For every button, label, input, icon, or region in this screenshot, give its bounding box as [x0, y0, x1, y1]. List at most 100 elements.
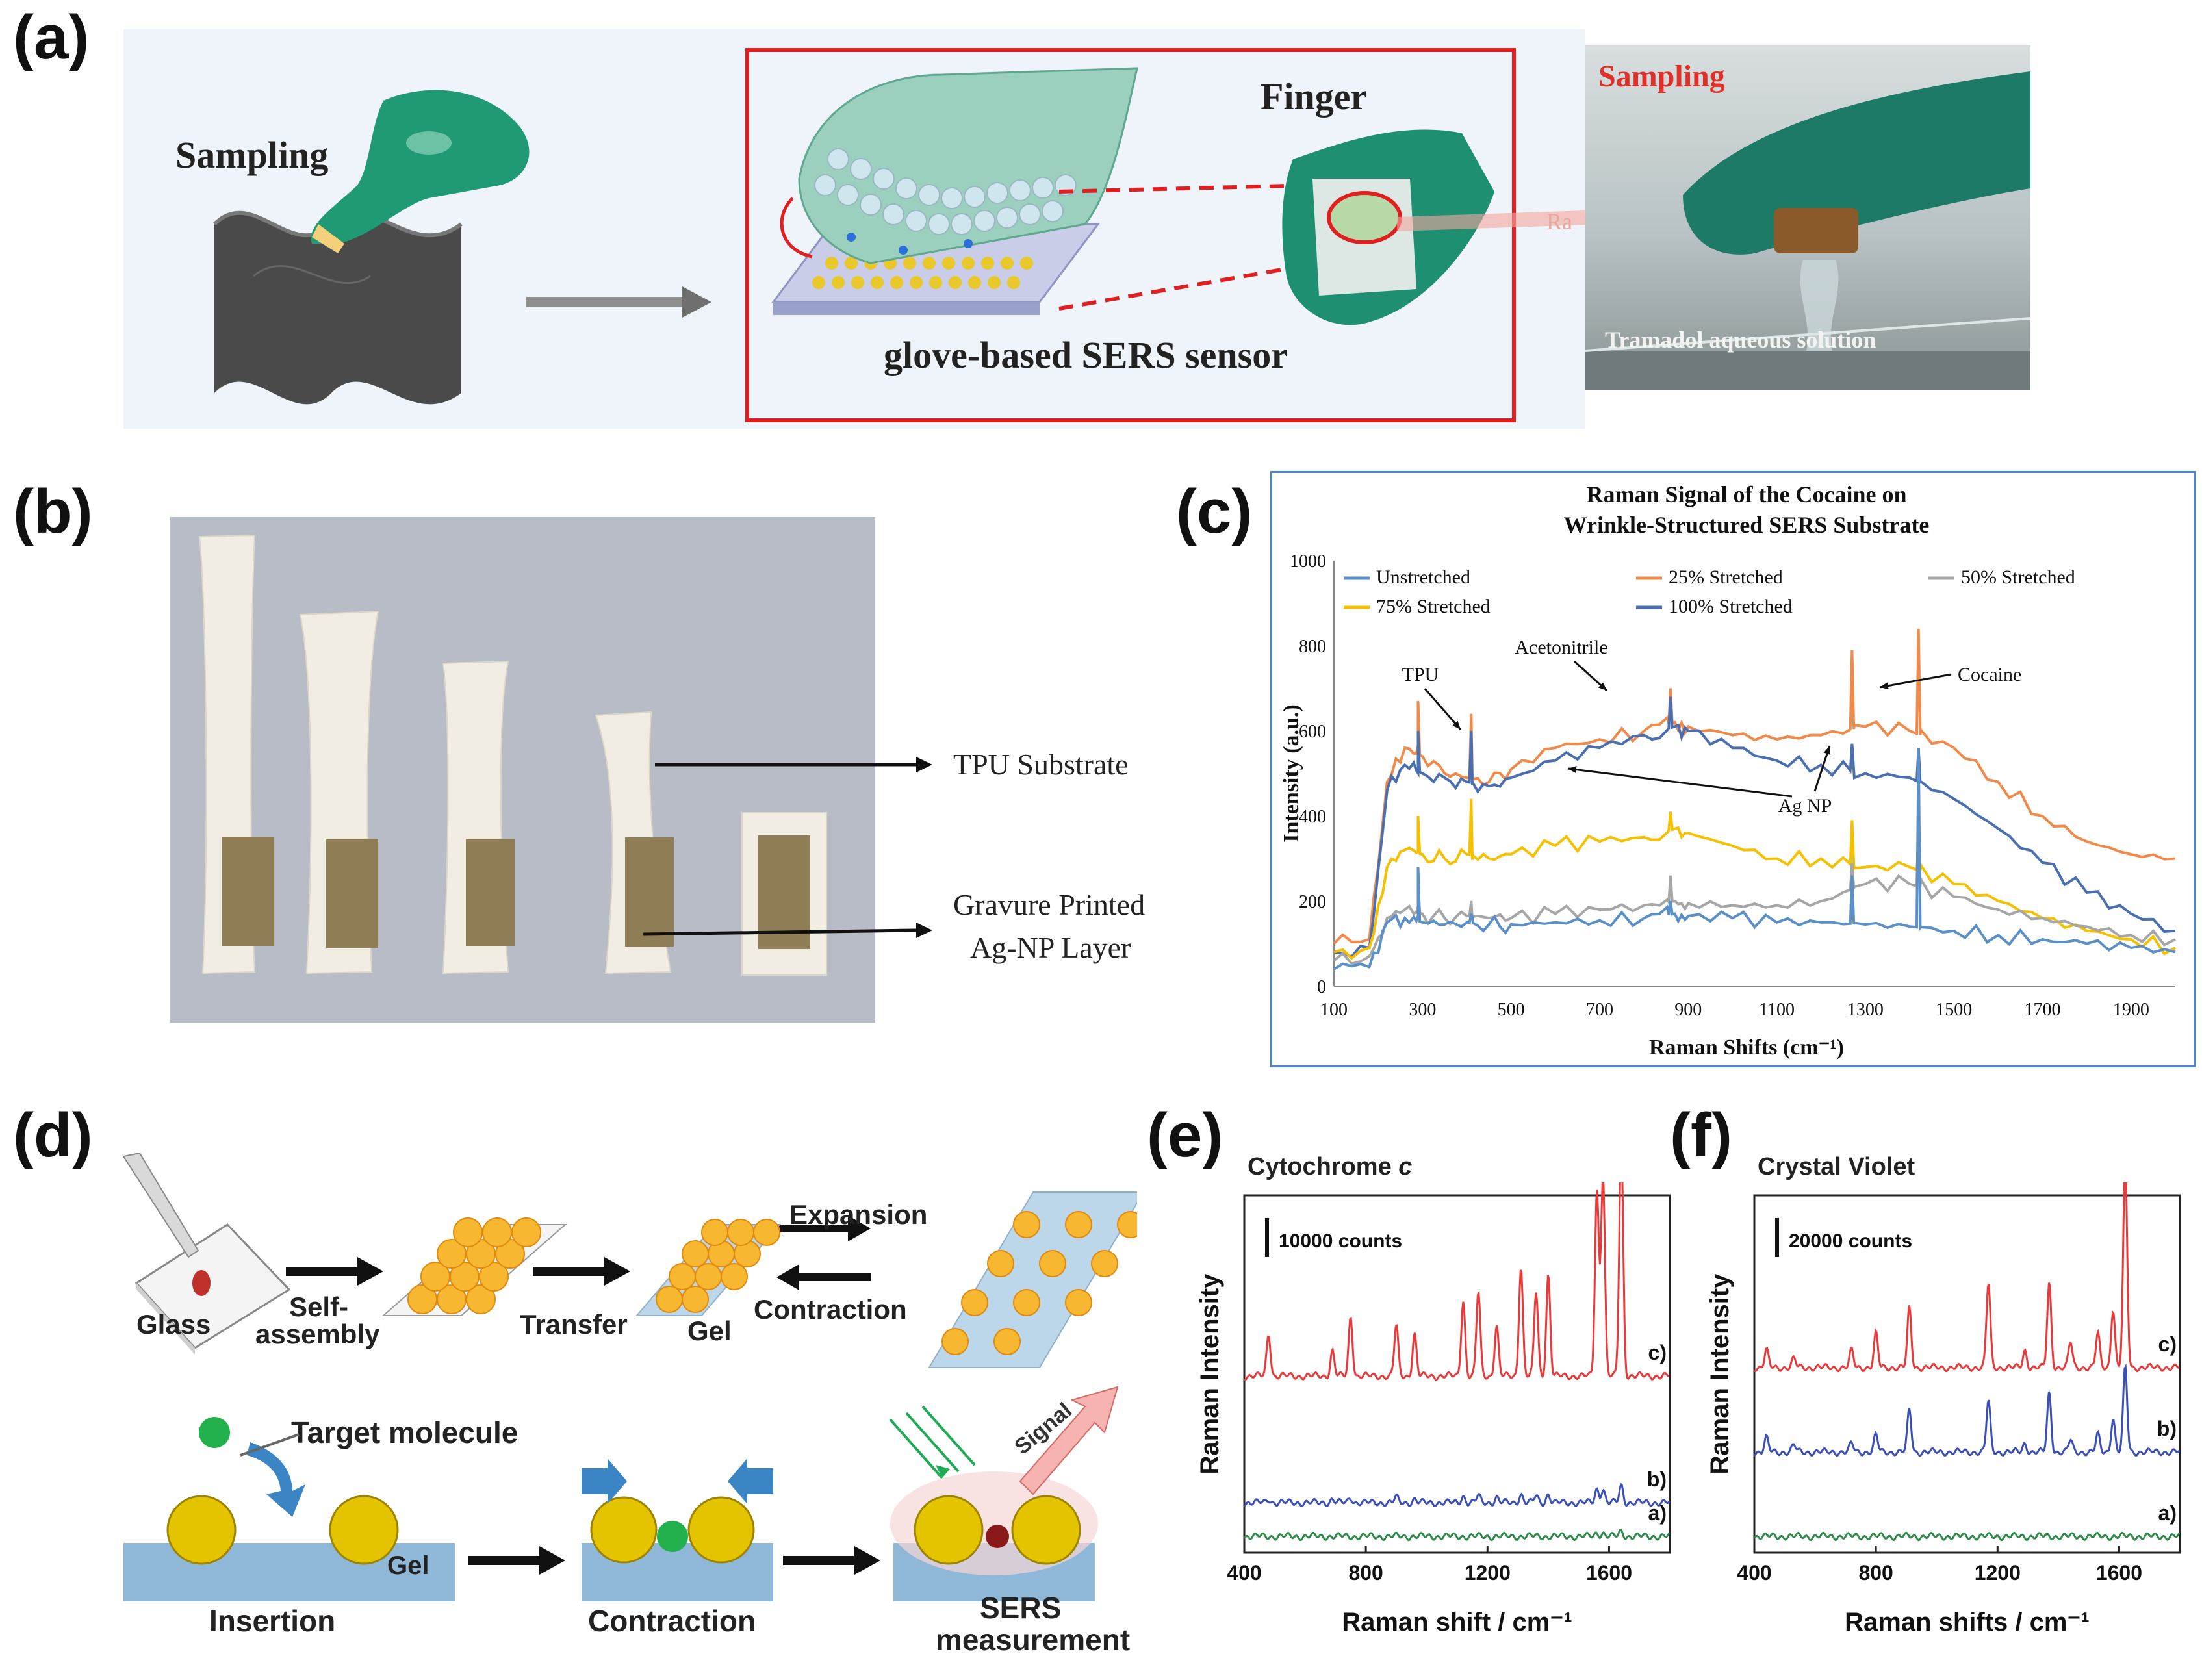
glove-hand — [311, 90, 530, 253]
chart-f-x-tick: 400 — [1737, 1561, 1771, 1585]
glass-slide — [122, 1153, 291, 1355]
particles-on-gel — [635, 1219, 782, 1316]
chart-c-x-tick: 100 — [1320, 1000, 1348, 1020]
chart-c-x-tick: 1500 — [1936, 1000, 1972, 1020]
chart-e-trace-b — [1243, 1483, 1671, 1508]
chart-c-x-tick: 1100 — [1759, 1000, 1795, 1020]
agnp-label-line2: Ag-NP Layer — [970, 931, 1131, 964]
chart-e-x-tick: 1600 — [1586, 1561, 1632, 1585]
chart-c-title: Raman Signal of the Cocaine on — [1586, 481, 1906, 507]
chart-c-subtitle: Wrinkle-Structured SERS Substrate — [1564, 512, 1930, 538]
panel-a-illustration — [212, 48, 1585, 422]
sampling-photo-art — [1585, 71, 2030, 390]
process-arrow — [526, 286, 711, 318]
chart-f-x-label: Raman shifts / cm⁻¹ — [1845, 1608, 2090, 1636]
chart-c-x-tick: 1300 — [1847, 1000, 1884, 1020]
chart-f-title: Crystal Violet — [1758, 1153, 1915, 1180]
panel-label-e: (e) — [1147, 1101, 1223, 1170]
chart-c-y-tick: 800 — [1299, 637, 1326, 657]
chart-c-arrow-tpu-head — [1452, 720, 1461, 730]
gel-small-label: Gel — [387, 1551, 429, 1580]
target-molecule-label: Target molecule — [291, 1416, 518, 1449]
chart-c-arrow-acetonitrile-head — [1598, 682, 1607, 691]
sampling-photo: Sampling Tramadol aqueous solution — [1585, 45, 2030, 390]
panel-label-c: (c) — [1176, 477, 1253, 546]
chart-f-x-tick: 800 — [1858, 1561, 1893, 1585]
chart-c-x-tick: 900 — [1674, 1000, 1702, 1020]
panel-label-b: (b) — [13, 477, 93, 546]
chart-c-legend-label: 50% Stretched — [1961, 566, 2075, 588]
gel-label: Gel — [687, 1316, 732, 1346]
self-assembly-label-2: assembly — [255, 1319, 380, 1349]
finger-label: Finger — [1261, 75, 1368, 118]
chart-c-legend-label: 25% Stretched — [1669, 566, 1783, 588]
chart-e-title-main: Cytochrome — [1248, 1153, 1399, 1180]
insertion-label: Insertion — [209, 1604, 336, 1638]
self-assembled-particles — [381, 1217, 567, 1316]
sers-sensor-illustration — [771, 67, 1138, 315]
flow-arrows-top — [286, 1215, 871, 1290]
chart-c-series-line — [1333, 696, 2176, 959]
chart-f-frame — [1753, 1194, 2181, 1554]
chart-c-series-line — [1333, 811, 2176, 965]
chart-c-arrow-cocaine — [1879, 673, 1952, 689]
raman-chart-c: Raman Signal of the Cocaine on Wrinkle-St… — [1270, 471, 2196, 1067]
chart-c-arrow-tpu — [1424, 688, 1462, 730]
chart-f-trace-a — [1753, 1531, 2181, 1542]
chart-e-x-tick: 800 — [1348, 1561, 1383, 1585]
contraction-label: Contraction — [754, 1294, 907, 1325]
chart-f-y-label: Raman Intensity — [1706, 1273, 1734, 1475]
chart-e-trace-label: b) — [1647, 1468, 1667, 1491]
chart-f-trace-label: c) — [2158, 1332, 2177, 1356]
transfer-label: Transfer — [520, 1309, 628, 1340]
chart-c-svg: Raman Signal of the Cocaine on Wrinkle-St… — [1279, 481, 2176, 1060]
chart-c-y-tick: 200 — [1299, 892, 1326, 912]
chart-c-y-tick: 600 — [1299, 722, 1326, 742]
chart-c-arrow-agnp-1-head — [1568, 766, 1577, 774]
chart-c-y-tick: 0 — [1317, 977, 1326, 997]
contraction-step-label: Contraction — [588, 1604, 756, 1638]
chart-c-annotation-agnp: Ag NP — [1778, 795, 1832, 817]
chart-c-annotation-acetonitrile: Acetonitrile — [1515, 637, 1607, 658]
chart-e-trace-c — [1244, 1182, 1670, 1381]
panel-d-diagram — [122, 1153, 1137, 1601]
sensor-box — [745, 48, 1516, 422]
sensor-label: glove-based SERS sensor — [884, 334, 1288, 376]
panel-label-a: (a) — [13, 3, 90, 72]
panel-label-f: (f) — [1670, 1101, 1732, 1170]
agnp-arrow — [643, 928, 917, 936]
substrate-strips — [198, 534, 827, 976]
laser-text: Ra — [1546, 209, 1572, 235]
glass-label: Glass — [136, 1309, 211, 1340]
chart-e-trace-a — [1243, 1528, 1671, 1542]
agnp-label-line1: Gravure Printed — [953, 888, 1146, 921]
sers-label-2: measurement — [936, 1623, 1131, 1657]
chart-f-trace-label: b) — [2157, 1417, 2177, 1440]
chart-c-legend-label: Unstretched — [1376, 566, 1470, 588]
chart-c-legend-label: 100% Stretched — [1669, 596, 1793, 617]
chart-f-scale-label: 20000 counts — [1789, 1230, 1912, 1252]
target-molecule-pointer — [240, 1433, 300, 1457]
sers-measurement-step — [889, 1386, 1119, 1601]
raman-chart-e: 400 800 1200 1600 Raman shift / cm⁻¹ Raman In… — [1196, 1182, 1671, 1636]
chart-e-title-italic: c — [1398, 1153, 1413, 1180]
sampling-label: Sampling — [175, 134, 329, 176]
chart-c-annotation-cocaine: Cocaine — [1958, 664, 2021, 685]
flow-arrows-bottom — [468, 1546, 880, 1575]
chart-f-trace-b — [1753, 1363, 2181, 1457]
panel-a: Sampling Finger glove-based SERS sensor … — [123, 29, 1585, 429]
chart-c-arrow-cocaine-head — [1880, 682, 1889, 690]
substrate-photo — [170, 517, 875, 1023]
chart-c-x-tick: 300 — [1409, 1000, 1436, 1020]
chart-c-legend-label: 75% Stretched — [1376, 596, 1491, 617]
chart-c-series-line — [1333, 748, 2176, 971]
chart-c-x-tick: 1700 — [2025, 1000, 2061, 1020]
panel-b-arrows — [643, 757, 932, 938]
chart-c-x-label: Raman Shifts (cm⁻¹) — [1649, 1036, 1844, 1060]
contraction-step — [582, 1458, 773, 1601]
chart-e-frame — [1243, 1194, 1671, 1554]
chart-e-trace-label: a) — [1648, 1501, 1667, 1525]
photo-caption: Tramadol aqueous solution — [1605, 327, 1876, 353]
chart-c-series-line — [1333, 628, 2176, 945]
